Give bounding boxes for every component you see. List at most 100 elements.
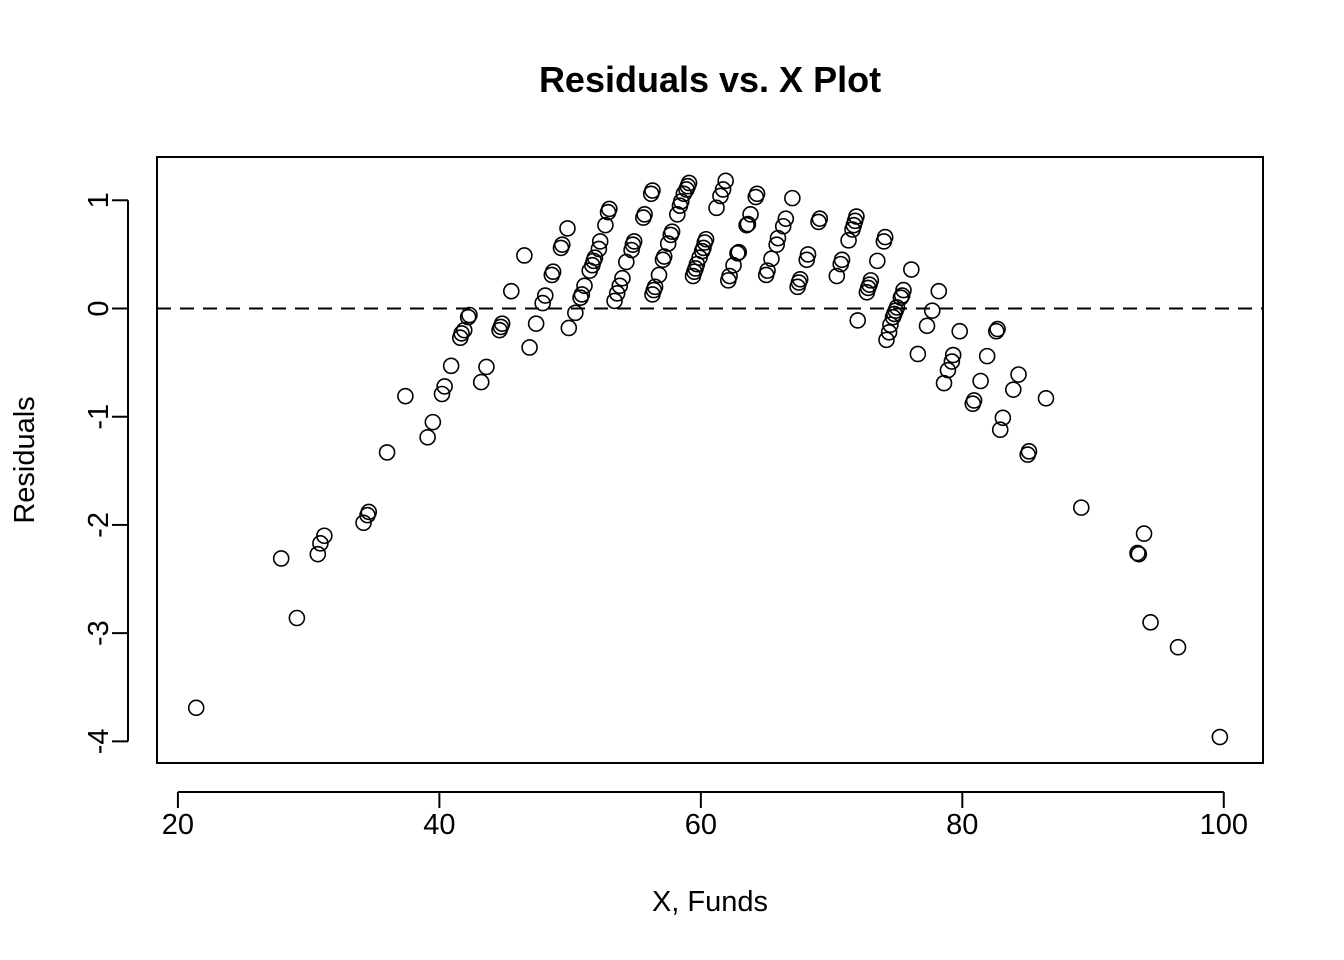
data-point (608, 285, 626, 302)
data-point (697, 230, 715, 248)
data-point (461, 306, 478, 324)
data-point (951, 322, 968, 340)
data-point (878, 331, 895, 349)
data-point (708, 199, 725, 217)
data-point (1211, 728, 1229, 746)
data-point (521, 339, 538, 356)
data-point (309, 545, 327, 563)
data-points (187, 172, 1229, 746)
data-point (876, 228, 894, 246)
data-point (472, 373, 490, 391)
data-point (586, 249, 604, 266)
data-point (288, 609, 306, 627)
x-tick-label: 40 (423, 809, 455, 841)
data-point (591, 233, 609, 250)
data-point (453, 325, 470, 342)
data-point (738, 216, 755, 234)
data-point (1010, 366, 1027, 383)
data-point (559, 220, 576, 237)
data-point (833, 251, 851, 269)
data-point (536, 287, 554, 304)
data-point (590, 240, 608, 258)
data-point (644, 182, 661, 199)
data-point (493, 315, 511, 332)
x-axis: 20 40 60 80 100 (162, 791, 1248, 841)
data-point (882, 316, 899, 334)
data-point (397, 387, 414, 405)
data-point (534, 294, 551, 312)
data-point (774, 217, 792, 235)
data-point (798, 251, 816, 269)
y-tick-label: -3 (83, 620, 115, 646)
data-point (717, 172, 734, 190)
data-point (1037, 390, 1055, 407)
data-point (527, 315, 545, 332)
x-tick-label: 20 (162, 809, 194, 841)
data-point (502, 282, 520, 300)
data-point (625, 233, 643, 250)
data-point (436, 378, 453, 395)
data-point (360, 503, 378, 521)
data-point (848, 208, 865, 225)
data-point (988, 322, 1005, 340)
data-point (433, 385, 451, 403)
data-point (892, 289, 910, 306)
data-point (759, 262, 776, 279)
data-point (560, 319, 578, 337)
data-point (799, 246, 817, 263)
data-point (763, 250, 780, 268)
data-point (636, 206, 653, 223)
data-point (553, 236, 571, 253)
data-point (516, 247, 533, 264)
data-point (576, 277, 593, 295)
data-point (849, 312, 867, 329)
data-point (614, 269, 631, 287)
data-point (611, 277, 629, 295)
data-point (272, 550, 290, 567)
data-point (442, 357, 460, 375)
data-point (748, 185, 766, 203)
data-point (650, 266, 668, 284)
data-point (675, 185, 693, 203)
data-point (994, 409, 1012, 427)
x-tick-label: 60 (685, 809, 717, 841)
y-axis-label: Residuals (9, 396, 41, 523)
data-point (909, 345, 927, 363)
data-point (729, 245, 746, 262)
data-point (355, 514, 372, 532)
data-point (840, 232, 857, 249)
data-point (1020, 443, 1038, 460)
data-point (742, 206, 759, 223)
data-point (811, 210, 829, 227)
data-point (784, 189, 801, 207)
data-point (714, 181, 732, 198)
data-point (1072, 499, 1090, 516)
y-tick-label: -1 (83, 404, 115, 430)
data-point (680, 174, 698, 192)
data-point (424, 413, 442, 431)
data-point (991, 421, 1009, 439)
y-tick-label: -4 (83, 728, 115, 754)
x-axis-label: X, Funds (652, 886, 768, 918)
data-point (478, 358, 495, 376)
data-point (573, 286, 591, 303)
data-point (312, 535, 329, 552)
data-point (721, 267, 738, 285)
data-point (419, 428, 436, 446)
data-point (316, 527, 333, 545)
data-point (1005, 381, 1022, 398)
chart-title: Residuals vs. X Plot (539, 59, 881, 100)
data-point (1142, 614, 1159, 631)
data-point (730, 243, 748, 261)
data-point (777, 210, 795, 227)
data-point (869, 252, 886, 270)
data-point (187, 699, 205, 717)
data-point (923, 302, 941, 319)
data-point (601, 200, 618, 218)
data-point (1169, 638, 1187, 656)
data-point (378, 444, 396, 461)
data-point (618, 253, 635, 271)
data-point (895, 281, 912, 299)
data-point (646, 278, 664, 296)
